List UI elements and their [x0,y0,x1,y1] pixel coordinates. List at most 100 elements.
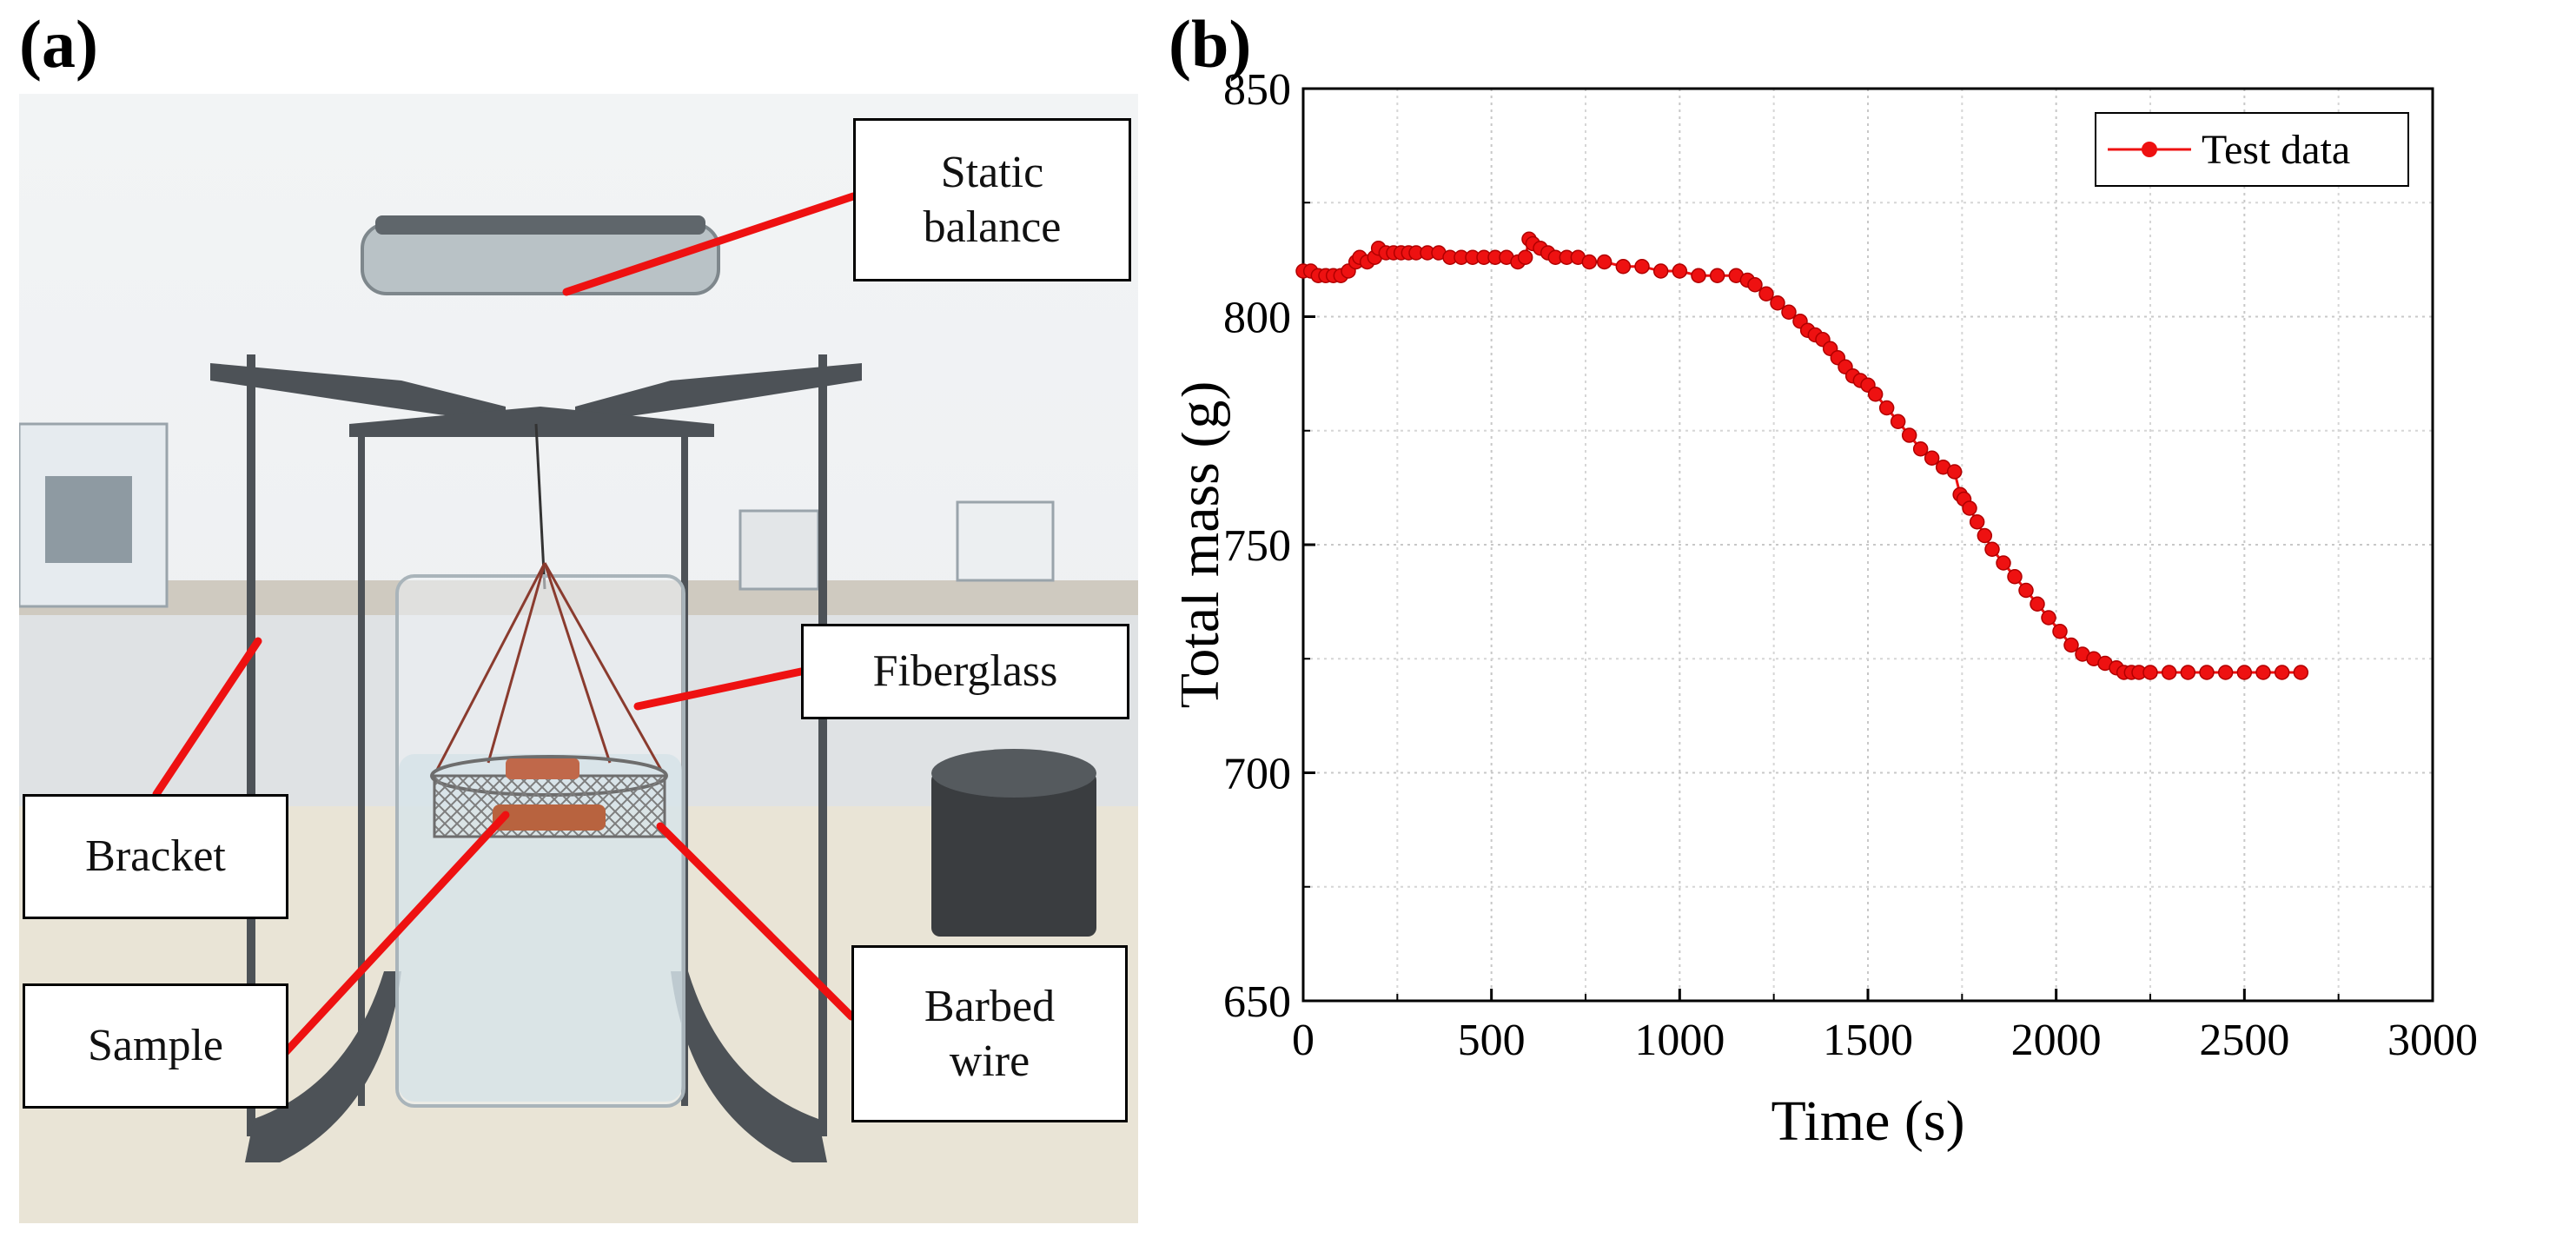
series-line-test-data [1303,235,2301,674]
data-point [1867,387,1884,402]
callout-lines [152,192,858,1057]
legend: Test data [2095,112,2409,187]
bracket-arm-right [575,363,862,424]
bracket-rod-inner-left [358,437,365,1106]
x-tick-label-1500: 1500 [1823,1016,1913,1065]
data-point [1969,514,1985,530]
panel-b-label: (b) [1169,6,1252,82]
chart-svg: 0 500 1000 1500 2000 2500 3000650700750800850 … [1168,65,2478,1153]
callout-sample-text: Sample [88,1021,223,1071]
data-point [1901,427,1917,443]
data-point [2199,665,2215,680]
grid [1303,89,2433,1001]
data-point [2142,665,2158,680]
callout-static-balance-text: Static balance [923,147,1062,252]
data-point [2161,665,2177,680]
background-instrument-far-right [956,500,1055,582]
data-point [1596,254,1612,270]
x-tick-label-0: 0 [1292,1016,1314,1065]
data-point [1691,268,1706,283]
data-point [1924,450,1940,466]
y-tick-label-700: 700 [1223,750,1291,799]
data-point [1890,414,1906,429]
callout-line-barbed-wire [656,822,856,1021]
data-point [1946,464,1963,480]
sample-upper [506,758,579,779]
ticks: 0 500 1000 1500 2000 2500 3000 650 700 750 800 850 [1223,65,2478,1065]
data-point [2236,665,2253,680]
data-point [1996,555,2011,571]
hanging-wire [534,423,546,590]
callout-line-fiberglass [633,667,805,711]
data-point [1781,304,1797,320]
x-tick-label-500: 500 [1458,1016,1526,1065]
mass-time-chart: 0 500 1000 1500 2000 2500 3000 650 700 750 800 850 … [1168,65,2572,1234]
legend-marker [2142,142,2157,157]
data-point [1984,541,2000,557]
data-point [2052,624,2068,639]
y-tick-label-650: 650 [1223,977,1291,1027]
bracket-rod-left [247,354,255,1136]
bracket-crossbar [349,407,714,437]
callout-bracket-text: Bracket [85,831,226,882]
panel-a-label: (a) [19,6,98,82]
data-point [2217,665,2234,680]
data-point [2030,596,2045,612]
x-axis-title: Time (s) [1771,1089,1964,1153]
bracket-foot-left [245,971,401,1162]
sample [493,804,606,831]
callout-fiberglass: Fiberglass [801,624,1129,719]
apparatus-illustration [19,192,1138,1223]
data-point [2041,610,2056,626]
data-point [1581,254,1598,270]
data-point [1962,500,1977,516]
callout-bracket: Bracket [23,794,288,919]
data-point [1912,441,1929,457]
bracket-rod-right [818,354,827,1136]
data-point [1517,249,1533,265]
background-instrument-left-body [45,476,132,563]
data-point [1770,295,1785,311]
callout-line-static-balance [562,192,858,296]
x-tick-label-1000: 1000 [1634,1016,1725,1065]
data-point [1672,263,1688,279]
y-tick-label-850: 850 [1223,70,1291,115]
callout-fiberglass-text: Fiberglass [872,646,1058,697]
data-point [2255,665,2271,680]
x-tick-label-2000: 2000 [2011,1016,2102,1065]
fiberglass-strings [434,562,664,772]
data-point [1758,286,1774,301]
data-point [2293,665,2309,680]
apparatus-photo: Static balance Fiberglass Bracket Sample… [19,94,1138,1223]
callout-barbed-wire-text: Barbed wire [924,981,1056,1086]
callout-line-sample [281,811,510,1057]
bracket-foot-right [671,971,827,1162]
callout-sample: Sample [23,983,288,1109]
data-point [1977,527,1993,544]
black-cylinder-top [931,749,1096,798]
data-point [2007,569,2023,585]
callout-barbed-wire: Barbed wire [851,945,1128,1122]
y-tick-label-800: 800 [1223,294,1291,343]
x-tick-label-2500: 2500 [2199,1016,2289,1065]
callout-static-balance: Static balance [853,118,1131,281]
data-series [1295,231,2309,680]
data-point [1615,259,1632,275]
black-cylinder [931,771,1096,937]
data-point [2018,582,2034,599]
data-point [2063,637,2079,653]
data-point [1634,259,1650,275]
data-point [1747,277,1763,293]
data-point [2274,665,2290,680]
data-point [1709,268,1725,283]
y-axis-title: Total mass (g) [1182,381,1231,709]
callout-line-bracket [152,637,262,798]
x-tick-label-3000: 3000 [2387,1016,2478,1065]
y-tick-label-750: 750 [1223,521,1291,571]
data-point [1652,263,1669,279]
bracket-arm-left [210,363,506,424]
background-instrument-right [738,509,820,591]
water [399,754,682,1102]
static-balance-pan [375,215,705,235]
data-point [1878,400,1895,416]
